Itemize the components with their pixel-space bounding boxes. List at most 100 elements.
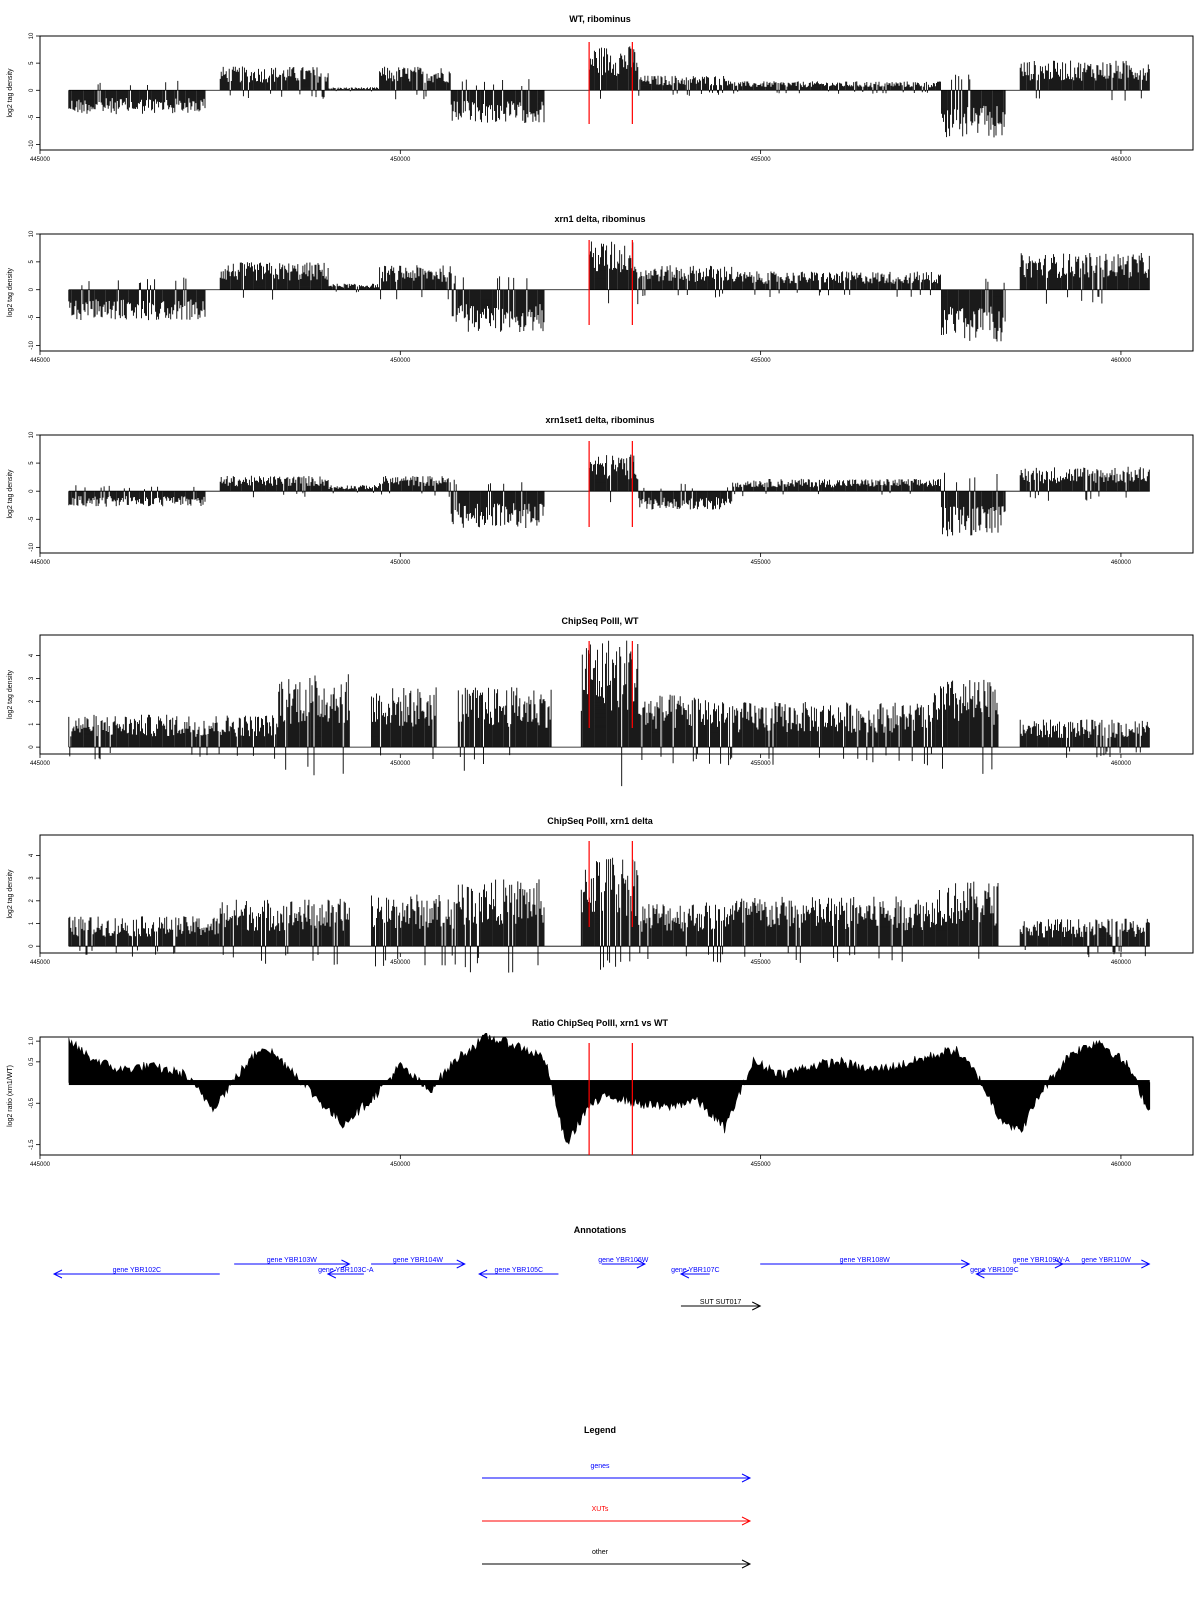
- y-axis-label: log2 tag density: [7, 669, 14, 719]
- y-tick-label: 4: [29, 653, 35, 657]
- legend-label-other: other: [592, 1549, 609, 1556]
- x-tick-label: 460000: [1111, 560, 1132, 566]
- annotations-title: Annotations: [574, 1225, 627, 1235]
- legend-label-XUTs: XUTs: [592, 1506, 609, 1513]
- y-tick-label: -1.5: [29, 1139, 35, 1150]
- annotation-label: gene YBR106W: [598, 1257, 648, 1264]
- annotation-label: gene YBR104W: [393, 1257, 443, 1264]
- annotation-arrow: [478, 1269, 559, 1279]
- x-tick-label: 455000: [751, 157, 772, 163]
- annotation-label: gene YBR103W: [267, 1257, 317, 1264]
- ratio-area: [68, 1032, 1151, 1145]
- y-tick-label: -5: [29, 314, 35, 320]
- panel-chip_wt: ChipSeq PolII, WT 0 1 2 3 4 log2 tag density 44…: [7, 616, 1194, 787]
- y-tick-label: 3: [29, 676, 35, 680]
- y-tick-label: 4: [29, 853, 35, 857]
- signal-bars-xrn1: [68, 241, 1150, 342]
- annotation-arrow: [326, 1269, 364, 1279]
- x-tick-label: 450000: [390, 761, 411, 767]
- y-tick-label: 10: [29, 32, 35, 39]
- y-tick-label: 5: [29, 260, 35, 264]
- annotation-arrow: [234, 1259, 351, 1269]
- panel-xrn1set1: xrn1set1 delta, ribominus 10 5 0 -5 -10 log2 t…: [7, 415, 1194, 566]
- x-tick-label: 455000: [751, 358, 772, 364]
- plot-frame: [39, 434, 1194, 554]
- annotation-label: gene YBR105C: [495, 1267, 544, 1274]
- plot-frame: [39, 834, 1194, 954]
- x-tick-label: 450000: [390, 358, 411, 364]
- y-axis-label: log2 tag density: [7, 68, 14, 118]
- annotation-label: gene YBR102C: [113, 1267, 162, 1274]
- y-axis-label: log2 ratio (xrn1/WT): [7, 1065, 14, 1127]
- ratio-baseline: [68, 1080, 1150, 1086]
- x-tick-label: 455000: [751, 960, 772, 966]
- y-tick-label: 0: [29, 745, 35, 749]
- legend-arrow-other: [482, 1559, 752, 1569]
- signal-bars-chip_xrn1: [68, 857, 1150, 973]
- x-tick-label: 455000: [751, 560, 772, 566]
- annotation-arrow: [371, 1259, 466, 1269]
- x-tick-label: 450000: [390, 960, 411, 966]
- y-tick-label: -10: [29, 140, 35, 149]
- y-axis-label: log2 tag density: [7, 469, 14, 519]
- annotation-arrow: [52, 1269, 220, 1279]
- legend-arrow-genes: [482, 1473, 752, 1483]
- annotation-arrow: [975, 1269, 1013, 1279]
- panel-title-xrn1set1: xrn1set1 delta, ribominus: [545, 415, 654, 425]
- y-tick-label: -10: [29, 340, 35, 349]
- signal-bars-xrn1set1: [68, 454, 1150, 537]
- panel-title-wt: WT, ribominus: [569, 14, 631, 24]
- annotation-label: gene YBR107C: [671, 1267, 720, 1274]
- panel-title-chip_wt: ChipSeq PolII, WT: [562, 616, 639, 626]
- legend-arrow-XUTs: [482, 1516, 752, 1526]
- legend-label-genes: genes: [590, 1463, 610, 1470]
- annotation-label: gene YBR109W-A: [1013, 1257, 1070, 1264]
- annotation-label: gene YBR108W: [840, 1257, 890, 1264]
- x-tick-label: 450000: [390, 560, 411, 566]
- x-tick-label: 460000: [1111, 358, 1132, 364]
- x-tick-label: 460000: [1111, 960, 1132, 966]
- plot-frame: [39, 35, 1194, 151]
- plot-frame: [39, 233, 1194, 352]
- y-tick-label: 10: [29, 431, 35, 438]
- x-tick-label: 460000: [1111, 1162, 1132, 1168]
- annotation-label: gene YBR110W: [1081, 1257, 1131, 1264]
- legend-title: Legend: [584, 1425, 616, 1435]
- y-tick-label: 1.0: [29, 1036, 35, 1045]
- y-tick-label: 0: [29, 944, 35, 948]
- x-tick-label: 455000: [751, 761, 772, 767]
- y-tick-label: 2: [29, 898, 35, 902]
- x-tick-label: 445000: [30, 960, 51, 966]
- x-tick-label: 460000: [1111, 157, 1132, 163]
- x-tick-label: 450000: [390, 1162, 411, 1168]
- panel-chip_xrn1: ChipSeq PolII, xrn1 delta 0 1 2 3 4 log2 tag d…: [7, 816, 1194, 973]
- plot-frame: [39, 634, 1194, 755]
- x-tick-label: 445000: [30, 761, 51, 767]
- y-tick-label: 0: [29, 489, 35, 493]
- x-tick-label: 445000: [30, 560, 51, 566]
- annotation-label: gene YBR103C-A: [318, 1267, 374, 1274]
- panel-title-ratio: Ratio ChipSeq PolII, xrn1 vs WT: [532, 1018, 669, 1028]
- y-tick-label: 5: [29, 461, 35, 465]
- x-tick-label: 460000: [1111, 761, 1132, 767]
- y-axis-label: log2 tag density: [7, 869, 14, 919]
- y-tick-label: 0.5: [29, 1057, 35, 1066]
- y-tick-label: -5: [29, 114, 35, 120]
- y-tick-label: 0: [29, 287, 35, 291]
- annotation-arrow: [760, 1259, 971, 1269]
- y-tick-label: 3: [29, 876, 35, 880]
- x-tick-label: 445000: [30, 358, 51, 364]
- annotation-arrow: [679, 1269, 710, 1279]
- plot-frame: [39, 1036, 1194, 1156]
- panel-xrn1: xrn1 delta, ribominus 10 5 0 -5 -10 log2 tag d…: [7, 214, 1194, 364]
- y-tick-label: -0.5: [29, 1097, 35, 1108]
- x-tick-label: 455000: [751, 1162, 772, 1168]
- y-tick-label: 2: [29, 699, 35, 703]
- y-tick-label: 0: [29, 88, 35, 92]
- x-tick-label: 450000: [390, 157, 411, 163]
- y-tick-label: -5: [29, 516, 35, 522]
- x-tick-label: 445000: [30, 1162, 51, 1168]
- annotation-label: SUT SUT017: [700, 1299, 742, 1306]
